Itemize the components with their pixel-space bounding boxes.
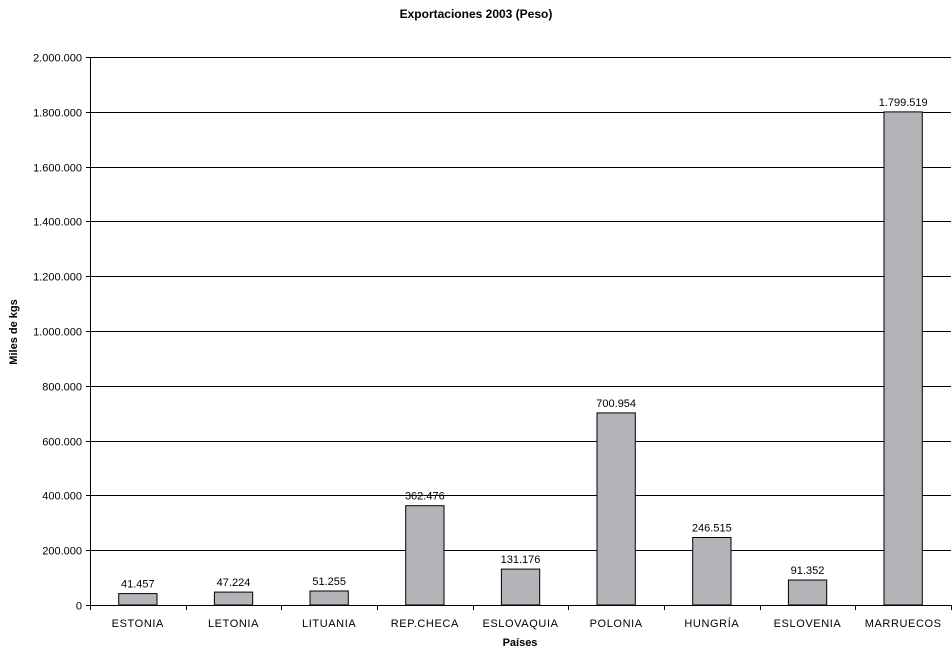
bar	[500, 568, 541, 606]
x-tick-label: HUNGRÍA	[684, 617, 739, 630]
data-label: 246.515	[692, 523, 732, 535]
data-label: 51.255	[312, 576, 346, 588]
x-axis-title: Países	[503, 637, 538, 649]
x-tick-label: LITUANIA	[302, 618, 356, 630]
y-tick-label: 1.200.000	[33, 272, 82, 284]
x-tick-label: ESLOVENIA	[774, 618, 842, 630]
chart-title: Exportaciones 2003 (Peso)	[400, 7, 553, 21]
y-axis-ticks: 0 200.000 400.000 600.000 800.000 1.000.000 1.…	[33, 53, 90, 613]
data-label: 91.352	[791, 565, 825, 577]
bars	[118, 111, 923, 606]
y-axis-title: Miles de kgs	[8, 299, 20, 364]
x-tick-label: LETONIA	[208, 618, 259, 630]
bar	[692, 537, 732, 606]
y-tick-label: 600.000	[42, 437, 82, 449]
bar	[596, 412, 636, 606]
data-label: 1.799.519	[879, 97, 928, 109]
y-tick-label: 1.000.000	[33, 327, 82, 339]
data-label: 362.476	[405, 491, 445, 503]
bar	[883, 111, 923, 606]
x-tick-label: POLONIA	[590, 618, 643, 630]
data-label: 41.457	[121, 579, 155, 591]
y-tick-label: 0	[76, 601, 82, 613]
bar	[213, 591, 254, 606]
x-tick-label: REP.CHECA	[391, 618, 459, 630]
data-label: 131.176	[501, 554, 541, 566]
y-tick-label: 400.000	[42, 491, 82, 503]
x-tick-label: ESLOVAQUIA	[482, 618, 558, 630]
axes	[90, 57, 951, 610]
x-axis-ticks: ESTONIA LETONIA LITUANIA REP.CHECA ESLOVAQUI…	[112, 605, 952, 630]
y-tick-label: 1.800.000	[33, 108, 82, 120]
x-tick-label: MARRUECOS	[865, 618, 942, 630]
bar	[405, 505, 445, 606]
bar	[118, 593, 158, 606]
bar	[309, 590, 349, 606]
data-label: 47.224	[217, 577, 251, 589]
data-labels: 41.457 47.224 51.255 362.476 131.176 700.954 2…	[121, 97, 928, 591]
y-tick-label: 200.000	[42, 546, 82, 558]
y-tick-label: 2.000.000	[33, 53, 82, 65]
y-tick-label: 1.600.000	[33, 163, 82, 175]
data-label: 700.954	[596, 398, 636, 410]
y-tick-label: 1.400.000	[33, 217, 82, 229]
y-tick-label: 800.000	[42, 382, 82, 394]
gridlines	[90, 57, 951, 551]
x-tick-label: ESTONIA	[112, 618, 164, 630]
bar	[787, 579, 828, 606]
